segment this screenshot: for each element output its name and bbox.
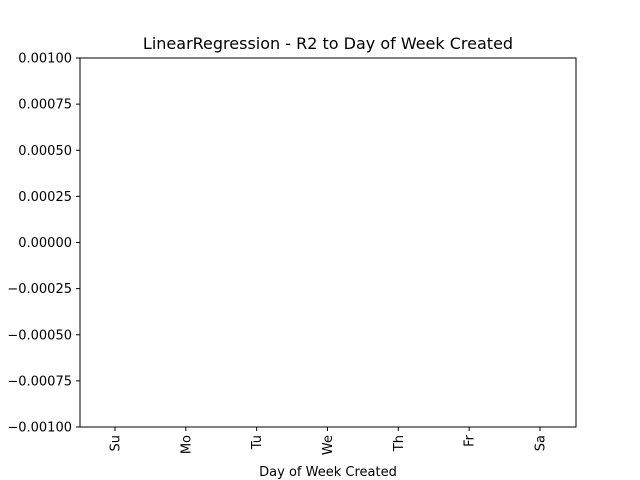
y-tick-label: −0.00100 [7,421,72,436]
x-tick-label: Mo [179,435,194,454]
x-tick-label: Su [109,435,124,452]
y-tick-label: 0.00075 [18,98,72,113]
y-tick-label: −0.00050 [7,328,72,343]
x-tick-label: Sa [533,435,548,451]
x-tick-label: We [321,435,336,455]
y-tick-label: −0.00025 [7,282,72,297]
x-tick-label: Tu [250,435,265,450]
y-tick-label: 0.00050 [18,144,72,159]
y-axis: 0.00100 0.00075 0.00050 0.00025 0.00000 −0.00… [7,52,80,436]
y-tick-label: 0.00100 [18,52,72,67]
x-tick-label: Fr [463,434,478,447]
y-tick-label: −0.00075 [7,374,72,389]
x-axis: Su Mo Tu We Th Fr Sa [109,427,548,455]
y-tick-label: 0.00000 [18,236,72,251]
x-tick-label: Th [392,435,407,452]
chart-title: LinearRegression - R2 to Day of Week Cre… [143,34,513,53]
x-axis-label: Day of Week Created [259,465,397,480]
plot-frame [79,57,577,428]
y-tick-label: 0.00025 [18,190,72,205]
